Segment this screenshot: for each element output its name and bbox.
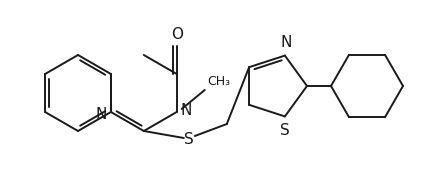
Text: S: S xyxy=(280,124,290,138)
Text: CH₃: CH₃ xyxy=(208,75,231,88)
Text: N: N xyxy=(181,102,192,118)
Text: N: N xyxy=(95,107,107,121)
Text: N: N xyxy=(280,35,292,49)
Text: S: S xyxy=(184,132,194,147)
Text: O: O xyxy=(171,27,183,42)
